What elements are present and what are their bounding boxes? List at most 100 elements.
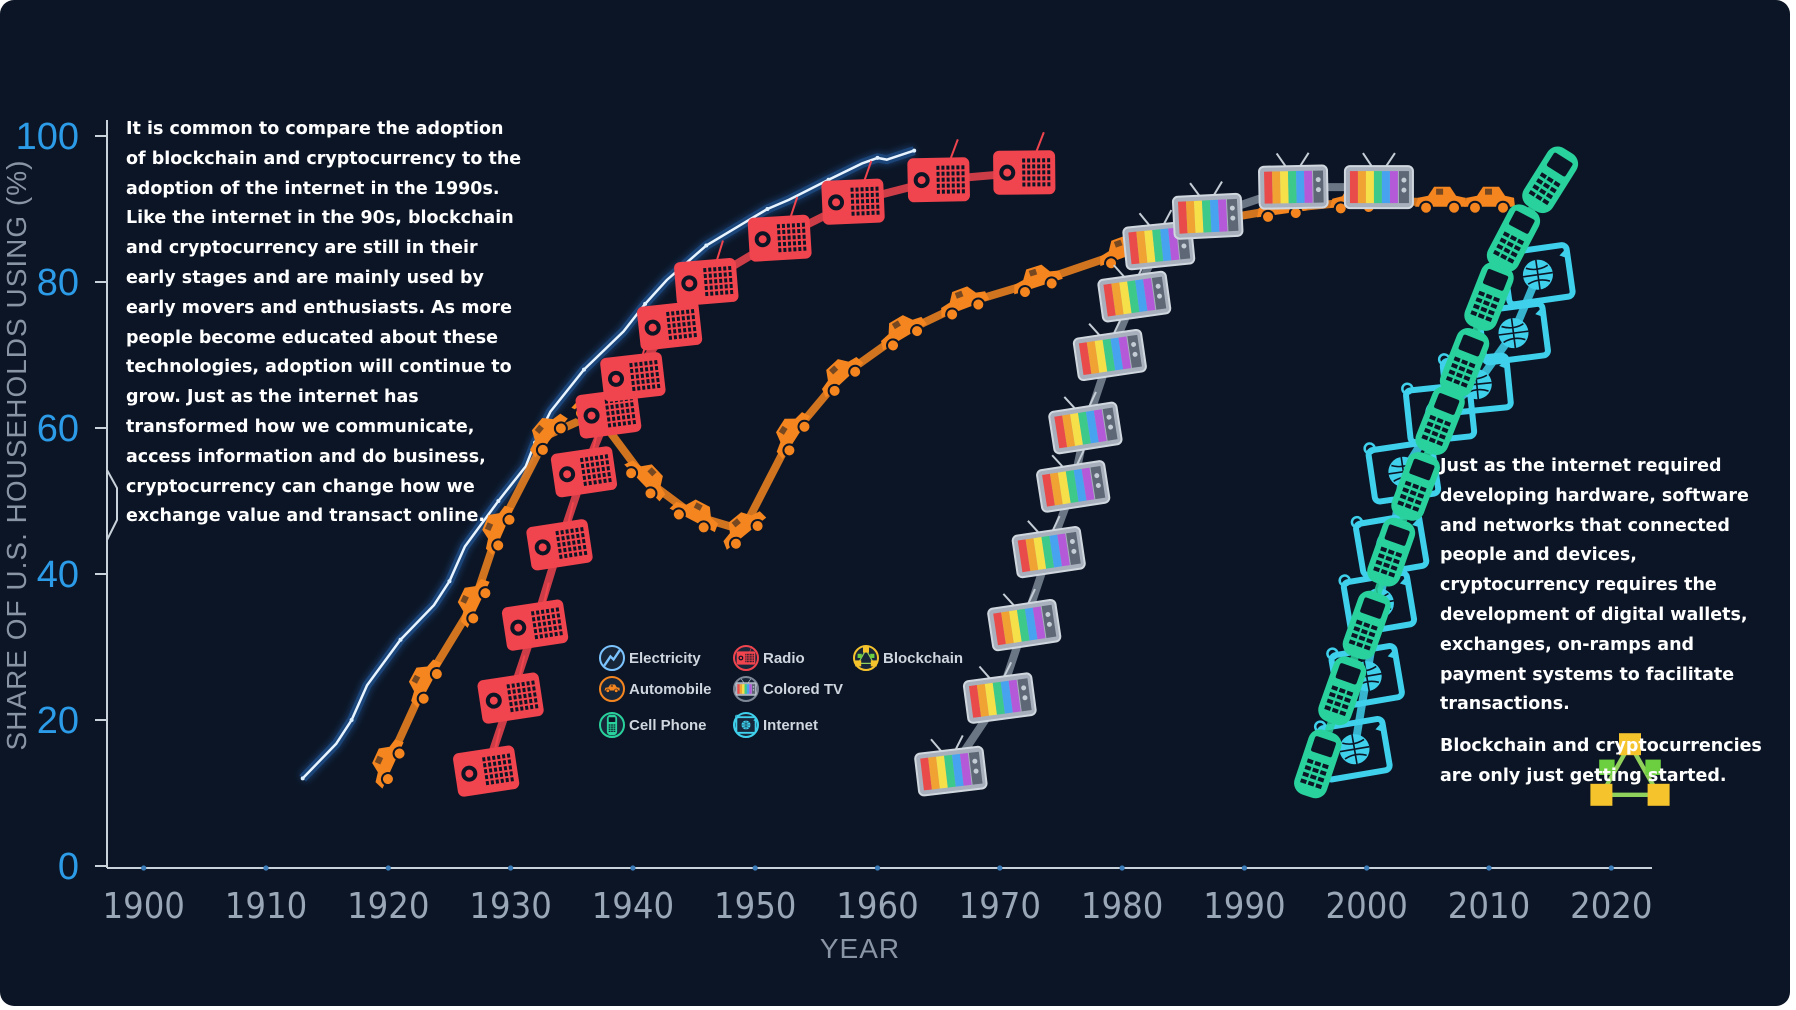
legend-label: Colored TV bbox=[763, 681, 843, 698]
series-cell-phone bbox=[1294, 146, 1579, 799]
cell-phone-point bbox=[1522, 146, 1579, 214]
legend-item-radio: Radio bbox=[733, 645, 805, 671]
x-tick-label: 1940 bbox=[592, 886, 674, 927]
electricity-point bbox=[912, 148, 917, 153]
y-axis-brace bbox=[106, 469, 118, 541]
y-tick-label: 40 bbox=[37, 554, 79, 596]
series-electricity bbox=[299, 146, 917, 782]
colored-tv-point bbox=[987, 588, 1062, 652]
x-tick bbox=[263, 865, 269, 871]
electricity-point bbox=[643, 301, 648, 306]
series-radio bbox=[453, 131, 1056, 797]
cell-phone-point bbox=[1318, 656, 1367, 726]
cell-phone-point bbox=[1486, 204, 1541, 273]
cell-phone-point bbox=[1464, 262, 1514, 331]
radio-point bbox=[575, 370, 642, 439]
radio-point bbox=[821, 160, 885, 225]
legend-label: Electricity bbox=[629, 650, 701, 667]
x-tick bbox=[141, 865, 147, 871]
legend-label: Automobile bbox=[629, 681, 712, 698]
x-tick bbox=[507, 865, 514, 871]
cell-phone-point bbox=[1439, 327, 1490, 397]
legend-item-internet: Internet bbox=[733, 712, 818, 738]
x-tick-label: 1980 bbox=[1081, 886, 1163, 927]
y-tick-label: 60 bbox=[37, 408, 79, 450]
automobile-point bbox=[482, 505, 517, 556]
annotation-right-paragraph: Just as the internet required developing… bbox=[1440, 456, 1749, 715]
automobile-point bbox=[457, 578, 493, 628]
legend-label: Blockchain bbox=[883, 650, 963, 667]
annotation-right-closing: Blockchain and cryptocurrencies are only… bbox=[1440, 736, 1762, 786]
x-tick bbox=[1364, 865, 1370, 871]
x-tick bbox=[1486, 865, 1492, 871]
cell-phone-point bbox=[1391, 452, 1440, 521]
electricity-point bbox=[447, 579, 452, 584]
legend-item-cell-phone: Cell Phone bbox=[599, 712, 707, 738]
automobile-point bbox=[624, 460, 666, 502]
legend-label: Internet bbox=[763, 717, 818, 734]
radio-point bbox=[600, 334, 666, 402]
internet-point bbox=[1473, 300, 1551, 366]
x-tick-label: 1970 bbox=[959, 886, 1041, 927]
legend-label: Cell Phone bbox=[629, 717, 707, 734]
electricity-point bbox=[581, 367, 586, 372]
radio-point bbox=[453, 728, 520, 797]
radio-point bbox=[674, 240, 739, 306]
colored-tv-point bbox=[1036, 449, 1111, 513]
automobile-trend-line bbox=[384, 197, 1494, 768]
electricity-point bbox=[496, 499, 501, 503]
y-tick-label: 100 bbox=[16, 116, 79, 158]
electricity-point bbox=[704, 243, 709, 248]
electricity-point bbox=[875, 155, 880, 160]
radio-point bbox=[501, 582, 569, 651]
x-tick-label: 1930 bbox=[469, 886, 551, 927]
x-tick-label: 1920 bbox=[347, 886, 429, 927]
legend-item-colored-tv: Colored TV bbox=[733, 676, 843, 702]
x-tick-label: 1900 bbox=[102, 886, 184, 927]
colored-tv-point bbox=[914, 735, 988, 797]
legend-label: Radio bbox=[763, 650, 805, 667]
radio-point bbox=[526, 502, 593, 571]
cell-phone-point bbox=[1367, 517, 1416, 587]
automobile-point bbox=[881, 315, 927, 353]
colored-tv-point bbox=[1343, 152, 1414, 210]
automobile-point bbox=[776, 412, 812, 460]
x-tick bbox=[385, 865, 391, 871]
annotation-right: Just as the internet required developing… bbox=[1440, 452, 1785, 792]
legend-item-electricity: Electricity bbox=[599, 645, 701, 671]
automobile-point bbox=[669, 499, 719, 535]
y-axis-title: SHARE OF U.S. HOUSEHOLDS USING (%) bbox=[1, 160, 32, 751]
cell-phone-point bbox=[1415, 386, 1465, 456]
automobile-point bbox=[723, 511, 767, 551]
electricity-point bbox=[300, 776, 305, 781]
series-layer bbox=[299, 131, 1579, 799]
blockchain-emblem bbox=[1590, 733, 1670, 806]
blockchain-icon bbox=[1590, 733, 1670, 806]
x-tick bbox=[997, 865, 1003, 871]
automobile-point bbox=[941, 286, 990, 322]
cell-phone-point bbox=[1342, 590, 1391, 660]
x-tick bbox=[630, 865, 636, 871]
x-tick bbox=[1119, 865, 1125, 871]
electricity-point bbox=[349, 718, 354, 722]
cell-phone-point bbox=[1294, 729, 1342, 799]
radio-point bbox=[477, 655, 544, 724]
x-tick-label: 1950 bbox=[714, 886, 796, 927]
x-tick-label: 1990 bbox=[1203, 886, 1285, 927]
x-axis-title: YEAR bbox=[820, 933, 900, 964]
electricity-point bbox=[398, 637, 403, 642]
legend-item-automobile: Automobile bbox=[599, 676, 712, 702]
x-tick-label: 1960 bbox=[836, 886, 918, 927]
automobile-point bbox=[530, 413, 568, 458]
automobile-point bbox=[408, 659, 444, 708]
x-tick-label: 2010 bbox=[1448, 886, 1530, 927]
x-tick bbox=[874, 865, 881, 871]
electricity-point bbox=[765, 207, 770, 211]
radio-point bbox=[550, 429, 618, 498]
colored-tv-point bbox=[1097, 260, 1172, 323]
automobile-point bbox=[372, 739, 407, 789]
colored-tv-point bbox=[1072, 318, 1147, 382]
colored-tv-point bbox=[1171, 181, 1244, 240]
